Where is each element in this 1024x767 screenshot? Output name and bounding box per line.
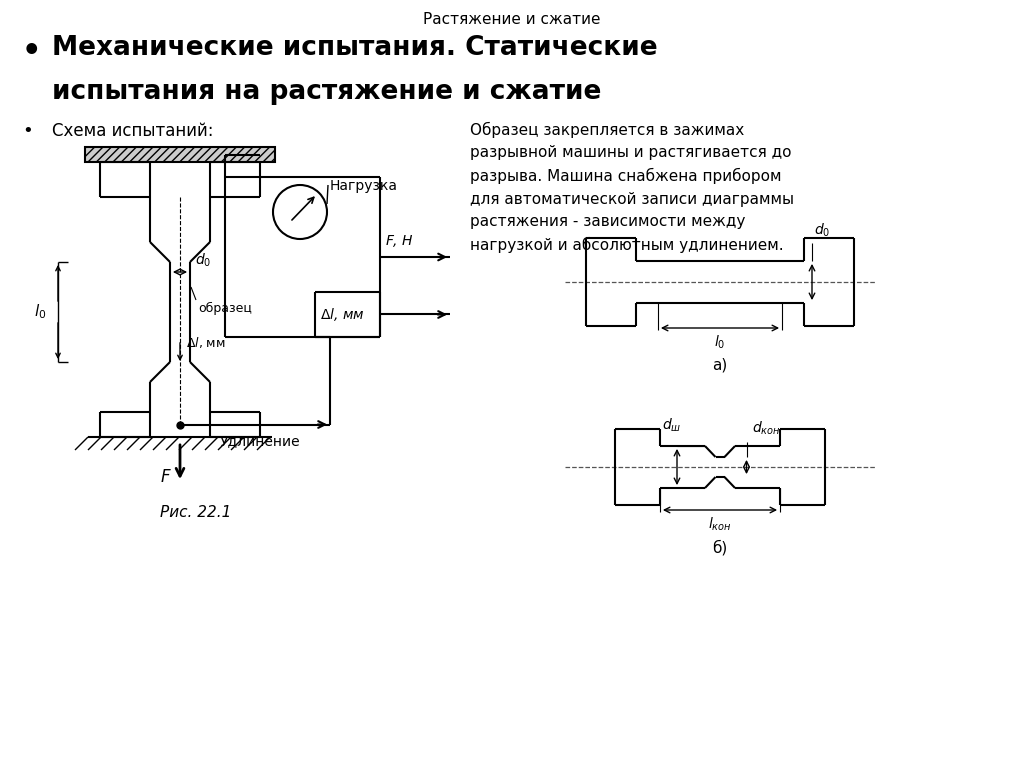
Text: $d_0$: $d_0$ xyxy=(195,252,211,269)
Text: Рис. 22.1: Рис. 22.1 xyxy=(160,505,231,520)
Text: $\Delta l$, мм: $\Delta l$, мм xyxy=(186,334,225,350)
Text: Образец закрепляется в зажимах
разрывной машины и растягивается до
разрыва. Маши: Образец закрепляется в зажимах разрывной… xyxy=(470,122,794,253)
Text: $F$: $F$ xyxy=(160,468,172,486)
Text: $l_0$: $l_0$ xyxy=(715,334,726,351)
Text: $d_{ш}$: $d_{ш}$ xyxy=(663,416,682,434)
Text: Удлинение: Удлинение xyxy=(220,434,301,449)
Text: $l_{кон}$: $l_{кон}$ xyxy=(709,516,732,533)
Text: $F$, Н: $F$, Н xyxy=(385,233,414,249)
Text: $\Delta l$, мм: $\Delta l$, мм xyxy=(319,306,365,323)
Text: •: • xyxy=(22,37,42,66)
Text: $d_0$: $d_0$ xyxy=(814,222,830,239)
Text: а): а) xyxy=(713,358,728,373)
Text: Нагрузка: Нагрузка xyxy=(330,179,398,193)
Bar xyxy=(85,147,275,162)
Text: Растяжение и сжатие: Растяжение и сжатие xyxy=(423,12,601,27)
Text: $l_0$: $l_0$ xyxy=(34,303,46,321)
Text: $d_{кон}$: $d_{кон}$ xyxy=(752,420,780,437)
Text: Механические испытания. Статические: Механические испытания. Статические xyxy=(52,35,657,61)
Text: испытания на растяжение и сжатие: испытания на растяжение и сжатие xyxy=(52,79,601,105)
Text: Схема испытаний:: Схема испытаний: xyxy=(52,122,213,140)
Text: •: • xyxy=(22,122,33,140)
Text: б): б) xyxy=(713,540,728,555)
Text: образец: образец xyxy=(198,302,252,315)
